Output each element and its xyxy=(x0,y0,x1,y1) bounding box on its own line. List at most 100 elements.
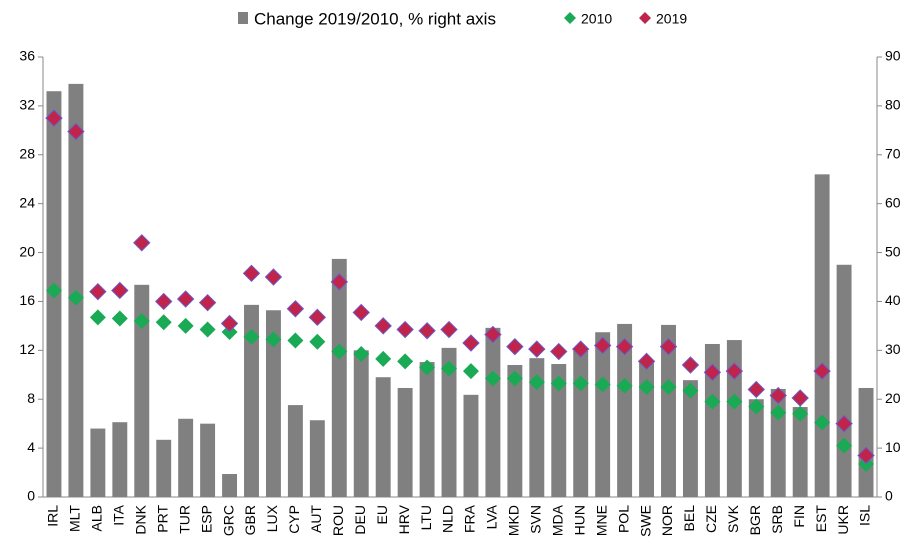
marker xyxy=(45,109,63,127)
x-tick-label: LTU xyxy=(418,505,434,530)
x-tick-label: AUT xyxy=(308,505,324,533)
marker xyxy=(111,310,128,327)
bar xyxy=(156,439,172,497)
bar xyxy=(858,387,874,497)
marker xyxy=(506,370,523,387)
marker xyxy=(199,321,216,338)
marker xyxy=(725,362,744,380)
marker xyxy=(791,389,809,407)
marker xyxy=(419,359,436,376)
x-tick-label: CYP xyxy=(286,505,302,534)
marker xyxy=(176,290,195,308)
marker xyxy=(441,360,458,377)
y-tick-label: 12 xyxy=(19,341,35,357)
marker xyxy=(198,293,217,312)
x-tick-label: ITA xyxy=(111,504,127,525)
y2-tick-label: 80 xyxy=(885,97,901,113)
x-tick-label: GRC xyxy=(220,505,236,536)
bar xyxy=(112,422,128,497)
y-tick-label: 28 xyxy=(19,145,35,161)
x-tick-label: HUN xyxy=(571,505,587,535)
bar xyxy=(134,284,150,497)
marker xyxy=(330,273,348,291)
x-tick-label: IRL xyxy=(45,505,61,527)
marker xyxy=(462,334,480,352)
bar xyxy=(441,347,457,497)
marker xyxy=(550,342,568,361)
marker xyxy=(747,380,765,399)
bar xyxy=(573,350,589,497)
marker xyxy=(836,437,853,454)
bar xyxy=(375,377,391,497)
marker xyxy=(616,377,633,394)
legend-swatch xyxy=(564,12,576,24)
bar xyxy=(661,324,676,497)
marker xyxy=(506,337,524,356)
marker xyxy=(397,353,414,370)
marker xyxy=(375,350,392,367)
x-tick-label: DEU xyxy=(352,505,368,535)
bar xyxy=(748,399,764,497)
bar xyxy=(507,365,523,497)
marker xyxy=(770,404,787,421)
x-tick-label: TUR xyxy=(176,505,192,534)
y-tick-label: 16 xyxy=(19,292,35,308)
x-tick-label: ESP xyxy=(198,505,214,533)
marker xyxy=(813,362,831,380)
bar xyxy=(836,264,852,497)
bar xyxy=(682,380,698,497)
bar xyxy=(222,474,238,497)
x-tick-label: POL xyxy=(615,505,631,533)
bar xyxy=(704,343,720,497)
marker xyxy=(133,313,150,329)
marker xyxy=(659,337,678,356)
marker xyxy=(309,333,326,350)
y2-tick-label: 70 xyxy=(885,145,901,161)
marker xyxy=(418,322,436,340)
bar xyxy=(287,405,303,497)
y-tick-label: 4 xyxy=(27,439,35,455)
x-tick-label: NOR xyxy=(659,505,675,536)
marker xyxy=(45,282,62,299)
marker xyxy=(264,268,283,286)
legend-label: Change 2019/2010, % right axis xyxy=(254,9,496,28)
marker xyxy=(572,375,589,392)
bar xyxy=(309,420,325,497)
bar xyxy=(397,387,413,497)
x-tick-label: FIN xyxy=(791,505,807,528)
marker xyxy=(769,386,787,405)
y2-tick-label: 10 xyxy=(885,439,901,455)
marker xyxy=(660,379,677,395)
bar xyxy=(726,340,742,497)
bar xyxy=(244,304,259,497)
marker xyxy=(792,405,809,422)
x-tick-label: SVK xyxy=(725,504,741,533)
x-tick-label: BEL xyxy=(681,505,697,532)
marker xyxy=(286,300,305,318)
marker xyxy=(637,352,656,371)
y-tick-label: 32 xyxy=(19,97,35,113)
y2-tick-label: 50 xyxy=(885,243,901,259)
marker xyxy=(220,314,239,333)
marker xyxy=(726,393,743,410)
marker xyxy=(572,340,590,358)
marker xyxy=(67,289,84,306)
y2-tick-label: 30 xyxy=(885,341,901,357)
x-tick-label: CZE xyxy=(703,505,719,533)
marker xyxy=(67,122,85,141)
marker xyxy=(681,356,700,374)
bar xyxy=(792,407,808,497)
marker xyxy=(615,337,634,356)
x-tick-label: GBR xyxy=(242,505,258,535)
marker xyxy=(593,336,612,355)
marker xyxy=(352,303,370,322)
legend-swatch xyxy=(238,12,248,24)
marker xyxy=(528,374,545,391)
marker xyxy=(835,414,853,433)
y-tick-label: 8 xyxy=(27,390,35,406)
marker xyxy=(594,376,611,393)
marker xyxy=(638,379,655,395)
legend-label: 2010 xyxy=(581,11,612,27)
marker xyxy=(748,398,765,415)
